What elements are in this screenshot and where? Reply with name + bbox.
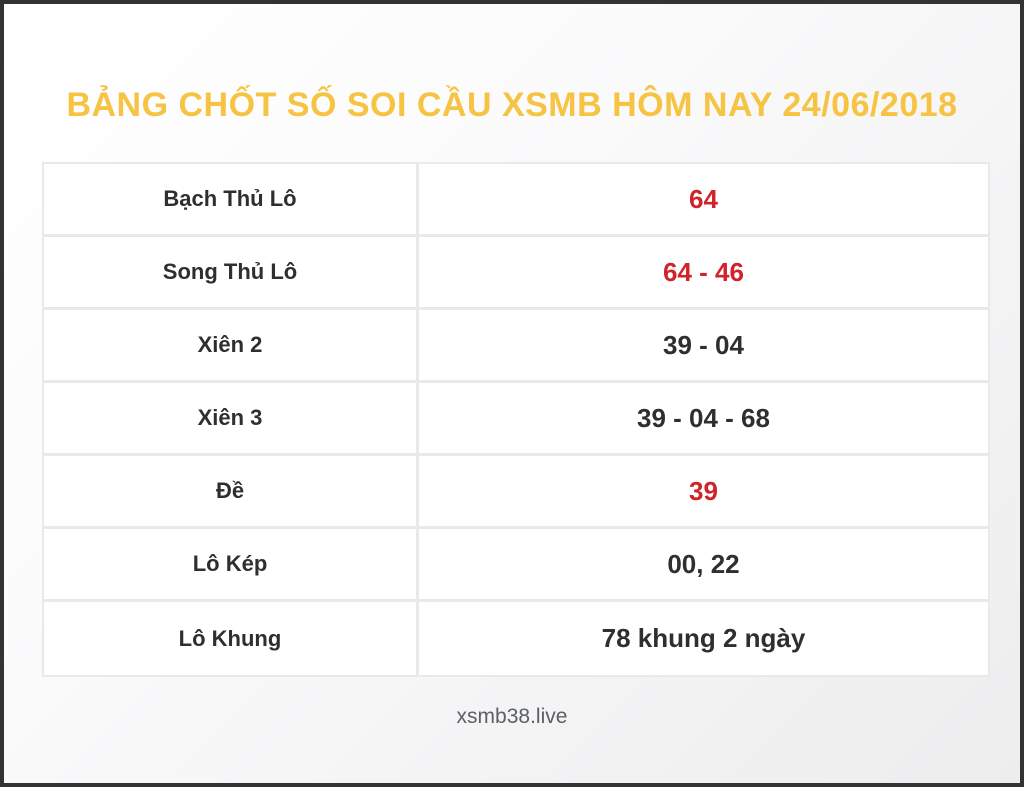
row-label: Lô Kép bbox=[44, 529, 419, 599]
page-title: BẢNG CHỐT SỐ SOI CẦU XSMB HÔM NAY 24/06/… bbox=[66, 86, 958, 124]
row-value: 64 - 46 bbox=[663, 256, 744, 287]
table-row: Xiên 2 39 - 04 bbox=[44, 310, 988, 383]
row-value: 78 khung 2 ngày bbox=[601, 623, 806, 653]
row-value: 39 bbox=[689, 475, 718, 506]
table-row: Song Thủ Lô 64 - 46 bbox=[44, 237, 988, 310]
table-row: Xiên 3 39 - 04 - 68 bbox=[44, 383, 988, 456]
row-label: Xiên 2 bbox=[44, 310, 419, 380]
row-label: Đề bbox=[44, 456, 419, 526]
row-value: 00, 22 bbox=[667, 548, 740, 579]
table-row: Lô Kép 00, 22 bbox=[44, 529, 988, 602]
row-label: Bạch Thủ Lô bbox=[44, 164, 419, 234]
table-row: Bạch Thủ Lô 64 bbox=[44, 164, 988, 237]
row-label: Xiên 3 bbox=[44, 383, 419, 453]
prediction-table: Bạch Thủ Lô 64 Song Thủ Lô 64 - 46 Xiên … bbox=[42, 162, 990, 677]
site-watermark: xsmb38.live bbox=[456, 705, 568, 728]
row-value: 39 - 04 bbox=[663, 329, 744, 360]
row-label: Lô Khung bbox=[44, 602, 419, 675]
table-row: Đề 39 bbox=[44, 456, 988, 529]
table-row: Lô Khung 78 khung 2 ngày bbox=[44, 602, 988, 675]
row-value: 64 bbox=[689, 183, 718, 214]
row-label: Song Thủ Lô bbox=[44, 237, 419, 307]
row-value: 39 - 04 - 68 bbox=[637, 402, 770, 433]
